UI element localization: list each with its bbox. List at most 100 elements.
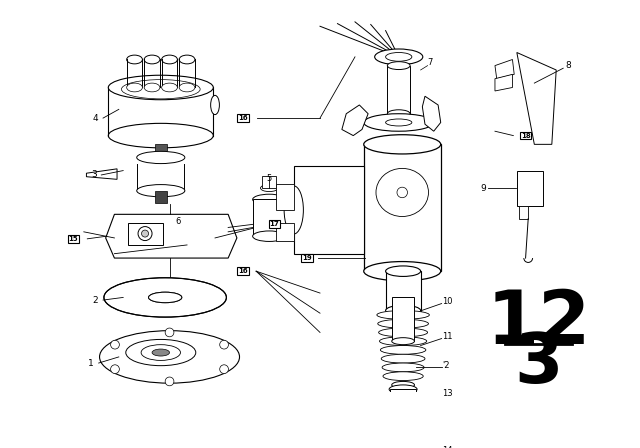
Text: 2: 2 — [93, 296, 98, 305]
Ellipse shape — [387, 62, 410, 69]
Ellipse shape — [380, 337, 427, 345]
Text: 17: 17 — [269, 221, 280, 227]
Ellipse shape — [386, 305, 420, 316]
Ellipse shape — [376, 168, 428, 216]
Ellipse shape — [284, 186, 303, 234]
Ellipse shape — [108, 123, 213, 148]
Ellipse shape — [253, 231, 286, 241]
Ellipse shape — [138, 227, 152, 241]
Bar — [155, 191, 167, 203]
Text: 12: 12 — [486, 287, 591, 360]
Ellipse shape — [108, 75, 213, 100]
Ellipse shape — [382, 363, 424, 372]
Text: 16: 16 — [238, 115, 248, 121]
Ellipse shape — [364, 262, 441, 281]
Ellipse shape — [374, 49, 423, 65]
Ellipse shape — [392, 381, 415, 388]
Polygon shape — [517, 52, 556, 144]
Ellipse shape — [179, 55, 195, 64]
Circle shape — [165, 328, 174, 337]
Polygon shape — [422, 96, 441, 131]
Ellipse shape — [379, 328, 428, 337]
Ellipse shape — [364, 114, 434, 131]
Ellipse shape — [371, 414, 436, 444]
Bar — [294, 166, 364, 254]
Ellipse shape — [179, 83, 195, 92]
Bar — [276, 184, 294, 210]
Ellipse shape — [386, 52, 412, 61]
Bar — [390, 389, 416, 402]
Text: 6: 6 — [175, 217, 181, 226]
Ellipse shape — [387, 110, 410, 118]
Ellipse shape — [144, 83, 160, 92]
Ellipse shape — [389, 385, 417, 394]
Ellipse shape — [141, 230, 148, 237]
Ellipse shape — [104, 278, 227, 317]
Circle shape — [111, 340, 120, 349]
Text: 15: 15 — [68, 236, 78, 242]
Ellipse shape — [144, 55, 160, 64]
Circle shape — [220, 340, 228, 349]
Ellipse shape — [156, 284, 209, 310]
Polygon shape — [106, 214, 237, 258]
Ellipse shape — [260, 185, 278, 192]
Ellipse shape — [364, 135, 441, 154]
Ellipse shape — [162, 55, 177, 64]
Bar — [276, 223, 294, 241]
Ellipse shape — [380, 345, 426, 354]
Ellipse shape — [383, 372, 423, 380]
Text: 9: 9 — [481, 184, 486, 193]
Bar — [372, 142, 392, 146]
Ellipse shape — [127, 83, 143, 92]
Bar — [364, 144, 441, 271]
Bar — [517, 171, 543, 206]
Text: 7: 7 — [428, 59, 433, 68]
Ellipse shape — [137, 151, 185, 164]
Text: 3: 3 — [91, 170, 97, 180]
Ellipse shape — [148, 292, 182, 303]
Text: 1: 1 — [88, 358, 94, 367]
Ellipse shape — [141, 345, 180, 361]
Circle shape — [165, 377, 174, 386]
Text: 14: 14 — [442, 446, 453, 448]
Ellipse shape — [127, 55, 143, 64]
Circle shape — [111, 365, 120, 374]
Text: 16: 16 — [238, 268, 248, 274]
Circle shape — [220, 365, 228, 374]
Bar — [262, 176, 276, 188]
Ellipse shape — [378, 319, 428, 328]
Text: 13: 13 — [442, 389, 453, 398]
Ellipse shape — [386, 266, 420, 276]
Text: 4: 4 — [93, 114, 98, 123]
Text: 19: 19 — [302, 255, 312, 261]
Bar — [392, 297, 415, 341]
Bar — [520, 206, 528, 219]
Ellipse shape — [386, 119, 412, 126]
Polygon shape — [86, 169, 117, 179]
Text: 5: 5 — [267, 174, 272, 183]
Text: 11: 11 — [442, 332, 453, 341]
Circle shape — [399, 222, 406, 229]
Bar — [155, 144, 167, 153]
Polygon shape — [342, 105, 368, 136]
Ellipse shape — [211, 95, 220, 115]
Text: 3: 3 — [515, 330, 563, 396]
Bar — [387, 65, 410, 114]
Text: 18: 18 — [521, 133, 531, 138]
Ellipse shape — [152, 349, 170, 356]
Ellipse shape — [381, 354, 425, 363]
Ellipse shape — [397, 187, 408, 198]
Ellipse shape — [162, 83, 177, 92]
Bar — [386, 271, 420, 310]
Text: 8: 8 — [565, 61, 571, 70]
Ellipse shape — [100, 331, 239, 383]
Polygon shape — [495, 60, 514, 79]
Ellipse shape — [377, 310, 429, 319]
Text: '2: '2 — [442, 361, 450, 370]
Ellipse shape — [137, 185, 185, 197]
Polygon shape — [495, 74, 513, 91]
Ellipse shape — [392, 338, 415, 345]
Ellipse shape — [126, 340, 196, 366]
Ellipse shape — [148, 292, 182, 303]
Ellipse shape — [389, 398, 417, 407]
